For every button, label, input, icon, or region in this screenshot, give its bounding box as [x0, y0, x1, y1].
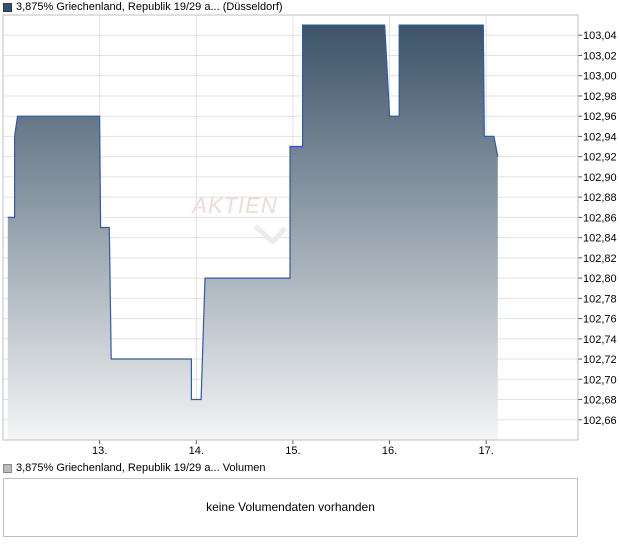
y-tick-label: 102,94 [583, 131, 617, 143]
price-area [7, 25, 498, 440]
x-tick-label: 13. [92, 445, 107, 457]
y-tick-label: 103,04 [583, 30, 617, 42]
y-tick-label: 103,00 [583, 71, 617, 83]
y-tick-label: 102,88 [583, 192, 617, 204]
y-tick-label: 103,02 [583, 50, 617, 62]
watermark-check-icon [253, 224, 287, 245]
x-tick-label: 17. [479, 445, 494, 457]
watermark-logo: AKTIEN [190, 193, 277, 218]
volume-legend: 3,875% Griechenland, Republik 19/29 a...… [3, 461, 266, 475]
x-tick-label: 14. [189, 445, 204, 457]
y-tick-label: 102,76 [583, 314, 617, 326]
y-tick-label: 102,78 [583, 293, 617, 305]
price-legend-label: 3,875% Griechenland, Republik 19/29 a...… [16, 1, 283, 13]
volume-empty-message: keine Volumendaten vorhanden [206, 500, 375, 514]
volume-legend-label: 3,875% Griechenland, Republik 19/29 a...… [16, 462, 266, 474]
y-tick-label: 102,72 [583, 354, 617, 366]
y-tick-label: 102,96 [583, 111, 617, 123]
plot-frame [2, 14, 579, 441]
y-tick-label: 102,70 [583, 374, 617, 386]
y-tick-label: 102,80 [583, 273, 617, 285]
y-tick-label: 102,84 [583, 233, 617, 245]
y-tick-label: 102,98 [583, 91, 617, 103]
price-line [7, 24, 499, 401]
price-series-swatch [3, 2, 12, 12]
y-tick-label: 102,92 [583, 152, 617, 164]
y-tick-label: 102,86 [583, 212, 617, 224]
x-tick-label: 15. [285, 445, 300, 457]
y-tick-label: 102,82 [583, 253, 617, 265]
y-tick-label: 102,68 [583, 395, 617, 407]
y-tick-label: 102,66 [583, 415, 617, 427]
volume-chart: keine Volumendaten vorhanden [3, 478, 578, 537]
price-legend: 3,875% Griechenland, Republik 19/29 a...… [3, 0, 283, 14]
y-tick-label: 102,74 [583, 334, 617, 346]
x-tick-label: 16. [382, 445, 397, 457]
price-chart: 102,66 102,68 102,70 102,72 102,74 102,76 102,… [2, 14, 617, 457]
y-tick-label: 102,90 [583, 172, 617, 184]
volume-series-swatch [3, 463, 12, 473]
